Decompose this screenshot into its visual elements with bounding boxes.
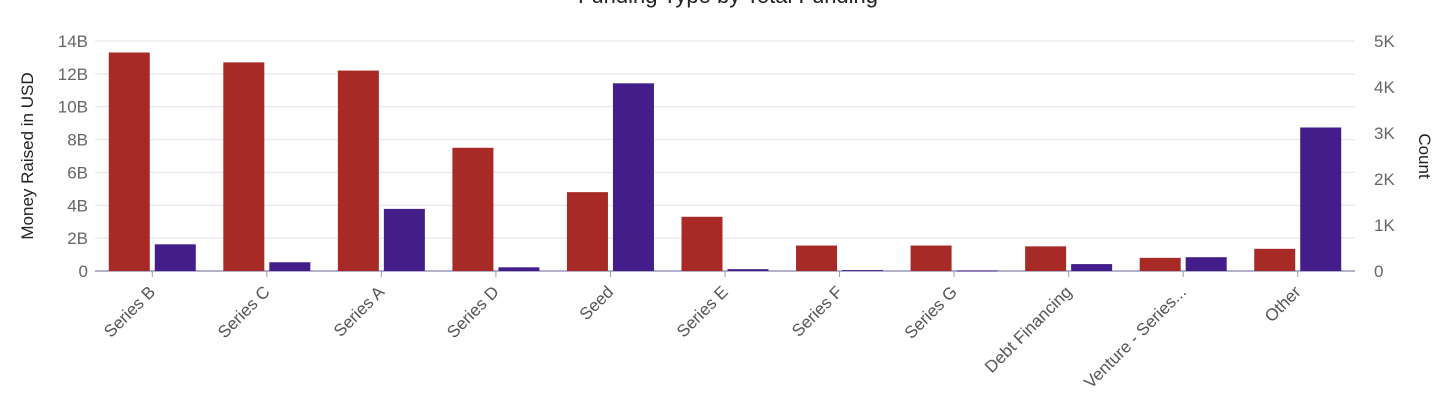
y-tick-label: 2B <box>67 229 88 248</box>
money-bar[interactable] <box>452 147 494 271</box>
y2-tick-label: 0 <box>1374 262 1383 281</box>
y-tick-label: 10B <box>58 98 88 117</box>
money-bar[interactable] <box>108 52 150 272</box>
y-axis-title: Money Raised in USD <box>18 72 37 239</box>
money-bar[interactable] <box>223 62 265 271</box>
y-tick-label: 6B <box>67 163 88 182</box>
x-tick-label: Debt Financing <box>981 282 1075 376</box>
x-tick-label: Series B <box>100 282 159 341</box>
money-bar[interactable] <box>910 245 952 271</box>
x-tick-label: Venture - Series... <box>1080 282 1190 392</box>
count-bar[interactable] <box>269 262 311 271</box>
x-tick-label: Series F <box>788 282 846 340</box>
y2-tick-label: 5K <box>1374 32 1395 51</box>
x-tick-label: Series D <box>443 282 503 342</box>
y2-tick-label: 4K <box>1374 78 1395 97</box>
x-tick-label: Series A <box>330 282 389 341</box>
y2-tick-label: 2K <box>1374 170 1395 189</box>
count-bar[interactable] <box>727 269 769 271</box>
y-tick-label: 8B <box>67 131 88 150</box>
x-tick-label: Series E <box>673 282 732 341</box>
money-bar[interactable] <box>1025 246 1067 271</box>
money-bar[interactable] <box>337 70 379 271</box>
grid-lines <box>95 40 1355 272</box>
chart-title: Funding Type by Total Funding <box>578 0 878 8</box>
count-bar[interactable] <box>956 270 998 272</box>
count-bar[interactable] <box>154 244 196 271</box>
count-bar[interactable] <box>1185 257 1227 271</box>
count-bar[interactable] <box>1071 264 1113 271</box>
y2-tick-label: 3K <box>1374 124 1395 143</box>
money-bar[interactable] <box>1139 257 1181 271</box>
y-tick-label: 4B <box>67 196 88 215</box>
y-tick-label: 12B <box>58 65 88 84</box>
bars <box>108 52 1342 272</box>
y-tick-label: 0 <box>79 262 88 281</box>
money-bar[interactable] <box>681 216 723 271</box>
count-bar[interactable] <box>842 270 884 271</box>
right-axis-ticks: 0 1K 2K 3K 4K 5K <box>1374 32 1395 281</box>
x-tick-label: Series C <box>214 282 274 342</box>
y-tick-label: 14B <box>58 32 88 51</box>
money-bar[interactable] <box>1254 248 1296 271</box>
x-tick-label: Series G <box>901 282 961 342</box>
x-tick-label: Other <box>1261 282 1305 326</box>
x-axis-ticks: Series B Series C Series A Series D Seed Seri… <box>100 271 1305 392</box>
count-bar[interactable] <box>498 267 540 271</box>
money-bar[interactable] <box>796 245 838 271</box>
count-bar[interactable] <box>383 208 425 271</box>
count-bar[interactable] <box>1300 127 1342 271</box>
left-axis-ticks: 0 2B 4B 6B 8B 10B 12B 14B <box>58 32 88 281</box>
count-bar[interactable] <box>612 83 654 271</box>
x-tick-label: Seed <box>576 282 618 324</box>
y2-axis-title: Count <box>1415 133 1434 179</box>
money-bar[interactable] <box>566 192 608 271</box>
y2-tick-label: 1K <box>1374 216 1395 235</box>
